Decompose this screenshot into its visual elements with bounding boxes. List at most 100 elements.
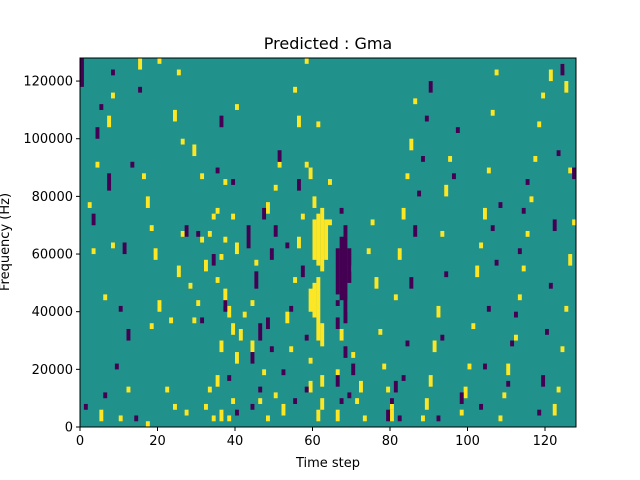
x-tick-label: 100 [455, 434, 480, 449]
heatmap-cell-low [335, 375, 340, 387]
chart-title: Predicted : Gma [264, 34, 392, 53]
heatmap-cell-high [312, 282, 317, 318]
heatmap-cell-low [138, 86, 143, 93]
heatmap-cell-low [269, 248, 274, 260]
heatmap-cell-high [320, 323, 325, 347]
heatmap-cell-high [207, 230, 212, 237]
heatmap-cell-high [273, 392, 278, 399]
heatmap-cell-low [486, 305, 491, 312]
heatmap-cell-low [215, 167, 220, 174]
y-axis: 0 20000 40000 60000 80000 100000 120000 [23, 75, 80, 436]
heatmap-cell-low [417, 190, 422, 197]
heatmap-cell-high [207, 386, 212, 393]
heatmap-cell-high [231, 213, 236, 220]
heatmap-cell-high [494, 69, 499, 76]
heatmap-cell-high [238, 328, 243, 341]
heatmap-cell-low [514, 311, 518, 318]
x-tick-label: 40 [227, 434, 244, 449]
heatmap-cell-high [149, 225, 154, 232]
heatmap-cell-low [107, 173, 112, 191]
heatmap-cell-low [99, 104, 104, 110]
heatmap-cell-high [308, 357, 313, 364]
heatmap-cell-high [444, 184, 449, 197]
y-tick-label: 40000 [32, 305, 73, 320]
heatmap-cell-high [304, 58, 309, 64]
heatmap-cell-low [498, 202, 503, 208]
heatmap-cell-high [192, 144, 197, 157]
heatmap-cell-high [324, 219, 329, 260]
heatmap-cell-high [475, 265, 480, 278]
heatmap-cell-high [390, 409, 394, 422]
heatmap-cell-low [80, 58, 84, 87]
heatmap-cell-low [83, 403, 88, 410]
heatmap-cell-low [250, 352, 255, 364]
heatmap-cell-high [176, 265, 181, 278]
heatmap-cell-high [235, 104, 239, 110]
heatmap-cell-low [196, 230, 201, 237]
heatmap-cell-high [366, 248, 371, 255]
heatmap-cell-high [525, 230, 530, 237]
heatmap-cell-low [335, 300, 340, 306]
heatmap-cell-low [545, 328, 549, 335]
heatmap-cell-low [250, 403, 255, 410]
heatmap-cell-low [572, 167, 577, 180]
y-tick-label: 60000 [32, 248, 73, 263]
heatmap-cell-high [351, 352, 356, 358]
heatmap-cell-high [479, 242, 484, 249]
heatmap-cell-high [111, 242, 115, 249]
heatmap-cell-high [227, 415, 232, 422]
heatmap-cell-high [293, 277, 298, 283]
y-tick-label: 100000 [23, 132, 73, 147]
heatmap-cell-low [304, 386, 309, 393]
heatmap-cell-low [436, 415, 441, 422]
heatmap-cell-high [335, 409, 340, 422]
y-axis-label: Frequency (Hz) [0, 193, 13, 291]
heatmap-cell-high [211, 213, 216, 220]
heatmap-cell-high [541, 92, 546, 99]
heatmap-cell-high [126, 386, 131, 393]
heatmap-cell-high [188, 282, 193, 289]
heatmap-cell-high [250, 300, 255, 306]
heatmap-cell-high [564, 81, 569, 93]
heatmap-cell-high [297, 115, 301, 128]
heatmap-cell-low [459, 392, 464, 404]
heatmap-cell-high [200, 236, 205, 243]
heatmap-cell-low [440, 334, 445, 341]
heatmap-cell-high [413, 98, 418, 105]
x-axis: 0 20 40 60 80 100 120 [76, 427, 558, 449]
heatmap-cell-low [335, 317, 340, 330]
heatmap-cell-low [428, 81, 433, 93]
heatmap-cell-high [165, 386, 170, 393]
heatmap-cell-high [409, 138, 414, 151]
heatmap-cell-high [432, 340, 437, 353]
heatmap-cell-low [343, 346, 348, 358]
heatmap-cell-high [564, 305, 569, 312]
heatmap-cell-high [300, 213, 305, 220]
heatmap-cell-low [304, 334, 309, 341]
heatmap-cell-low [254, 271, 259, 289]
heatmap-cell-low [111, 69, 115, 76]
heatmap-cell-low [91, 213, 96, 226]
heatmap-cell-high [320, 207, 325, 272]
heatmap-cell-high [467, 363, 472, 370]
heatmap-cell-low [405, 340, 410, 347]
heatmap-cell-high [308, 167, 313, 180]
heatmap-cell-low [227, 375, 232, 381]
heatmap-cell-high [262, 369, 267, 376]
y-tick-label: 80000 [32, 190, 73, 205]
heatmap-cell-low [351, 363, 356, 376]
x-tick-label: 20 [149, 434, 166, 449]
heatmap-cell-high [200, 173, 205, 180]
heatmap-cell-high [312, 196, 317, 208]
heatmap-cell-high [568, 254, 573, 266]
heatmap-cell-low [409, 277, 414, 289]
heatmap-cell-high [568, 167, 573, 174]
heatmap-cell-high [421, 415, 425, 422]
heatmap-cell-high [153, 248, 158, 260]
x-tick-label: 120 [533, 434, 558, 449]
heatmap-cell-low [300, 265, 305, 278]
heatmap-cell-high [87, 202, 92, 208]
heatmap-cell-low [444, 271, 449, 278]
heatmap-cell-high [463, 386, 468, 399]
heatmap-cell-low [347, 392, 352, 399]
